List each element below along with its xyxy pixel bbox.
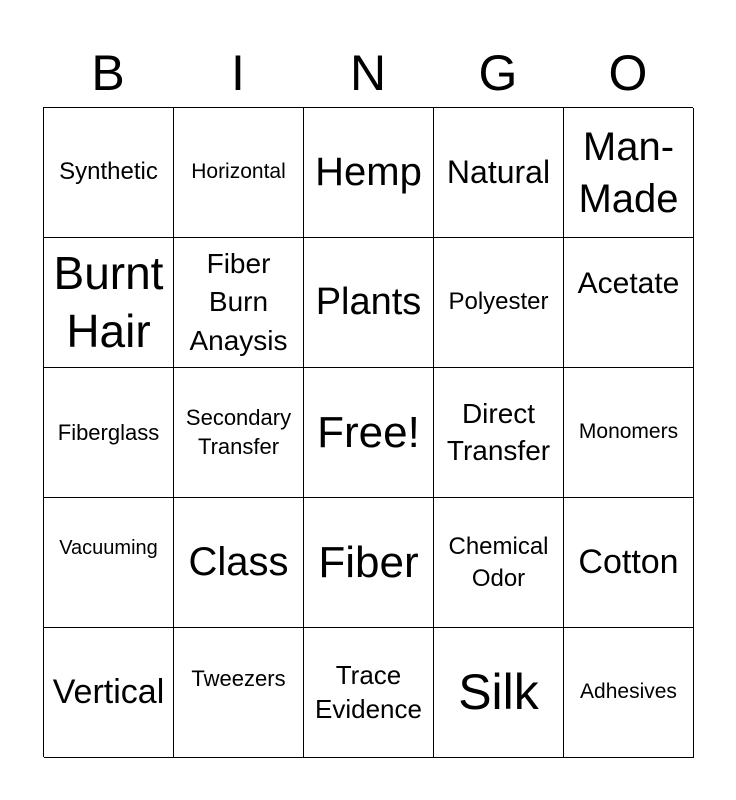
bingo-grid: Synthetic Horizontal Hemp Natural Man-Ma… [43, 107, 694, 758]
header-letter-g: G [478, 45, 518, 101]
bingo-cell[interactable]: Man-Made [564, 108, 694, 238]
bingo-cell[interactable]: Trace Evidence [304, 628, 434, 758]
bingo-cell[interactable]: Fiber Burn Anaysis [174, 238, 304, 368]
bingo-cell[interactable]: Vacuuming [44, 498, 174, 628]
bingo-cell[interactable]: Fiberglass [44, 368, 174, 498]
bingo-cell[interactable]: Vertical [44, 628, 174, 758]
bingo-cell[interactable]: Adhesives [564, 628, 694, 758]
bingo-cell[interactable]: Plants [304, 238, 434, 368]
bingo-cell[interactable]: Monomers [564, 368, 694, 498]
header-letter-b: B [91, 45, 125, 101]
bingo-cell[interactable]: Chemical Odor [434, 498, 564, 628]
free-space[interactable]: Free! [304, 368, 434, 498]
bingo-cell[interactable]: Silk [434, 628, 564, 758]
bingo-header: B I N G O [43, 40, 693, 106]
bingo-cell[interactable]: Direct Transfer [434, 368, 564, 498]
bingo-cell[interactable]: Cotton [564, 498, 694, 628]
bingo-cell[interactable]: Horizontal [174, 108, 304, 238]
bingo-cell[interactable]: Natural [434, 108, 564, 238]
bingo-cell[interactable]: Polyester [434, 238, 564, 368]
bingo-cell[interactable]: Synthetic [44, 108, 174, 238]
bingo-cell[interactable]: Fiber [304, 498, 434, 628]
bingo-cell[interactable]: Burnt Hair [44, 238, 174, 368]
header-letter-n: N [349, 45, 387, 101]
header-letter-i: I [231, 45, 245, 101]
bingo-cell[interactable]: Secondary Transfer [174, 368, 304, 498]
bingo-cell[interactable]: Acetate [564, 238, 694, 368]
bingo-cell[interactable]: Tweezers [174, 628, 304, 758]
header-letter-o: O [608, 45, 648, 101]
bingo-cell[interactable]: Hemp [304, 108, 434, 238]
bingo-cell[interactable]: Class [174, 498, 304, 628]
